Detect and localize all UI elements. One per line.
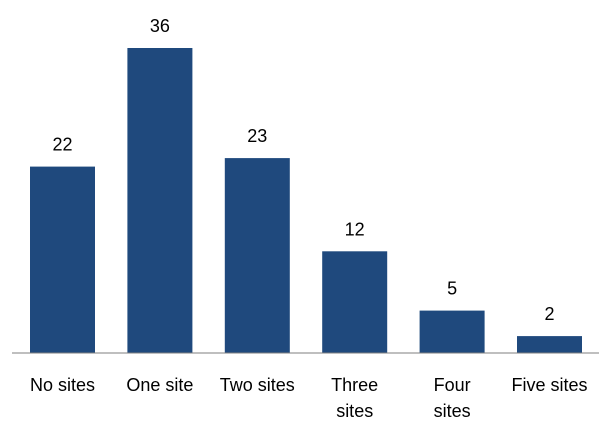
bar-3 xyxy=(322,251,388,353)
category-label-2: Two sites xyxy=(220,375,295,395)
bar-0 xyxy=(30,166,95,353)
bar-2 xyxy=(224,158,290,353)
category-label-0: No sites xyxy=(30,375,95,395)
bars-group xyxy=(30,48,582,353)
value-label-3: 12 xyxy=(345,219,365,239)
value-label-2: 23 xyxy=(247,126,267,146)
bar-1 xyxy=(127,48,193,353)
bar-5 xyxy=(517,336,582,353)
bar-4 xyxy=(419,310,485,353)
category-label-5: Five sites xyxy=(511,375,587,395)
value-labels-group: 22 36 23 12 5 2 xyxy=(52,16,554,324)
category-labels-group: No sites One site Two sites Three sites Four s… xyxy=(30,375,588,421)
value-label-1: 36 xyxy=(150,16,170,36)
category-label-1: One site xyxy=(126,375,193,395)
value-label-4: 5 xyxy=(447,279,457,299)
value-label-5: 2 xyxy=(544,304,554,324)
category-label-3: Three sites xyxy=(331,375,378,421)
category-label-4: Four sites xyxy=(434,375,471,421)
value-label-0: 22 xyxy=(52,135,72,155)
